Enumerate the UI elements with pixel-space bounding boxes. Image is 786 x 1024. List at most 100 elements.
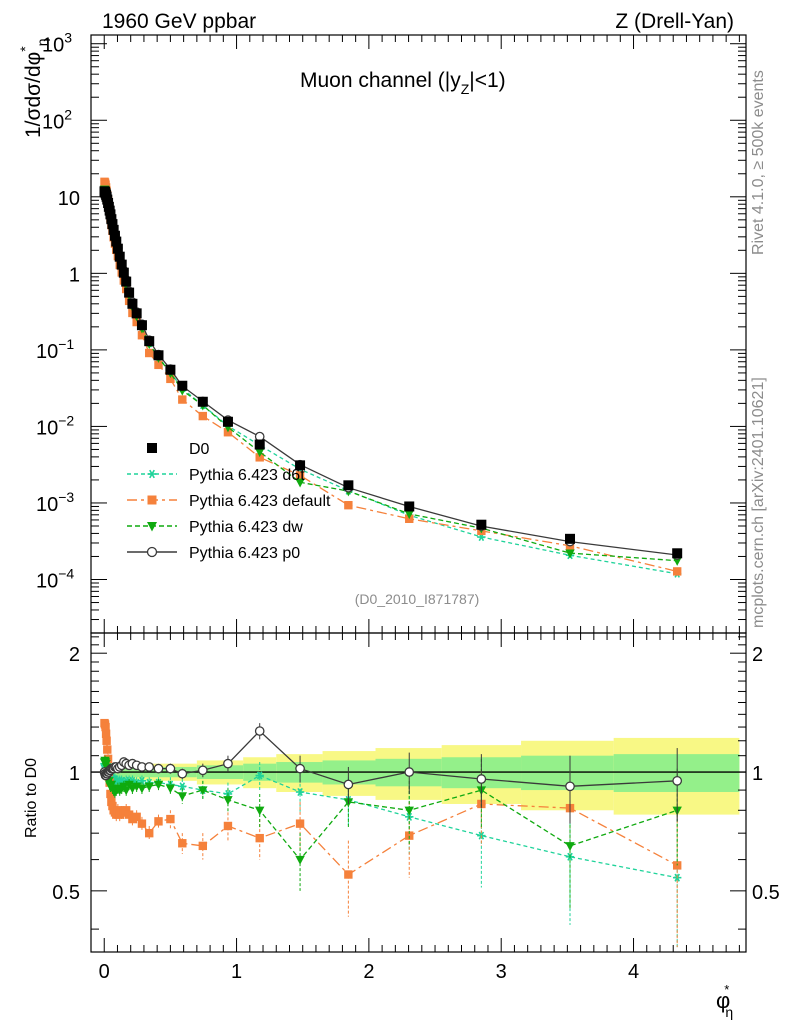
main-point: [145, 348, 154, 358]
main-point: [344, 500, 353, 510]
band-inner: [613, 754, 740, 793]
data-point: [107, 219, 118, 230]
legend: D0 Pythia 6.423 d6t Pythia 6.423 default Py…: [127, 441, 331, 562]
data-point: [116, 259, 127, 270]
ratio-point: [144, 782, 154, 792]
data-point: [295, 460, 306, 471]
data-point: [109, 230, 120, 241]
ratio-point: [344, 870, 353, 879]
ratio-point: [295, 787, 305, 797]
data-point: [177, 380, 188, 391]
ratio-point: [154, 817, 163, 826]
ratio-y-tick-label: 0.5: [52, 882, 80, 904]
ratio-point: [101, 722, 110, 732]
data-point: [343, 480, 354, 491]
x-tick-label: 2: [363, 961, 374, 983]
ratio-point: [565, 842, 575, 852]
chart-title: Muon channel (|yZ|<1): [300, 69, 506, 97]
data-point: [672, 548, 683, 559]
rivet-label: Rivet 4.1.0, ≥ 500k events: [750, 70, 767, 255]
uncertainty-bands: [104, 737, 740, 815]
y-tick-label: 10−1: [36, 336, 74, 363]
main-point: [198, 411, 208, 421]
ratio-point: [132, 812, 141, 822]
ratio-point-stroke: [297, 787, 303, 797]
legend-label: D0: [189, 441, 210, 458]
title-tail: |<1): [469, 69, 505, 92]
ratio-point: [255, 771, 264, 780]
ratio-series: [99, 718, 683, 948]
data-point: [136, 320, 147, 331]
main-point: [154, 360, 163, 370]
y-tick-label: 10−4: [36, 566, 74, 593]
x-axis-label-sup: *: [724, 982, 729, 997]
ratio-point: [343, 779, 354, 790]
ratio-point: [144, 762, 155, 772]
ratio-point-stroke: [256, 771, 263, 780]
ratio-point: [295, 819, 305, 828]
ratio-point: [166, 814, 175, 824]
data-point: [131, 308, 142, 319]
legend-marker-stroke: [149, 469, 155, 479]
ratio-axes: 0 1 2 3 4 0.5 0.5 1 1 2 2: [52, 632, 780, 983]
legend-entry: Pythia 6.423 default: [127, 493, 331, 510]
main-point: [254, 431, 265, 442]
legend-marker: [146, 546, 158, 558]
data-point: [114, 251, 125, 262]
ratio-point: [223, 821, 233, 831]
ratio-point: [223, 796, 233, 806]
y-tick-exp: 3: [64, 30, 72, 46]
legend-label: Pythia 6.423 p0: [189, 545, 300, 562]
y-tick-base: 10: [36, 571, 58, 593]
y-tick-label: 102: [42, 106, 72, 133]
main-point: [295, 471, 305, 480]
ratio-point: [137, 819, 147, 828]
ratio-point: [255, 833, 264, 843]
legend-marker: [147, 469, 157, 479]
main-point: [404, 510, 414, 520]
ratio-point: [106, 789, 115, 799]
legend-entry: D0: [147, 441, 210, 458]
ratio-point: [178, 839, 187, 848]
ratio-y-tick-label: 2: [69, 644, 80, 666]
main-point: [565, 549, 575, 559]
data-series: [99, 186, 683, 559]
ratio-point: [198, 786, 208, 796]
series-3-main: [99, 186, 683, 560]
legend-entry: Pythia 6.423 dw: [127, 519, 303, 536]
y-tick-base: 10: [42, 35, 64, 57]
series-line: [103, 181, 678, 573]
data-point: [165, 364, 176, 375]
data-point: [197, 396, 208, 407]
data-point: [222, 416, 233, 427]
mcplots-label: mcplots.cern.ch [arXiv:2401.10621]: [750, 377, 767, 628]
ratio-point: [121, 806, 131, 815]
ratio-point: [165, 763, 176, 774]
legend-marker: [147, 495, 157, 505]
ratio-point: [295, 763, 305, 774]
ratio-point: [672, 775, 683, 786]
ratio-point: [254, 726, 265, 736]
ratio-point: [137, 784, 147, 794]
y-tick-exp: −1: [58, 336, 74, 352]
y-tick-exp: −3: [58, 489, 74, 505]
y-tick-base: 10: [36, 341, 58, 363]
y-tick-exp: −4: [58, 566, 74, 582]
main-point: [255, 448, 265, 458]
ratio-point: [145, 828, 154, 838]
y-tick-label: 1: [69, 264, 80, 286]
main-point: [672, 567, 682, 576]
analysis-id: (D0_2010_I871787): [355, 591, 480, 607]
data-point: [127, 298, 138, 309]
ratio-point: [153, 763, 164, 774]
legend-label: Pythia 6.423 d6t: [189, 467, 305, 484]
data-point: [153, 350, 164, 361]
ratio-point: [295, 855, 305, 865]
main-point: [295, 478, 305, 488]
y-axis-label: 1/σdσ/dφ*η: [17, 39, 50, 139]
y-tick-exp: 2: [64, 106, 72, 122]
y-tick-label: 10−2: [36, 412, 74, 439]
data-point: [121, 276, 132, 287]
ratio-point: [565, 781, 575, 792]
